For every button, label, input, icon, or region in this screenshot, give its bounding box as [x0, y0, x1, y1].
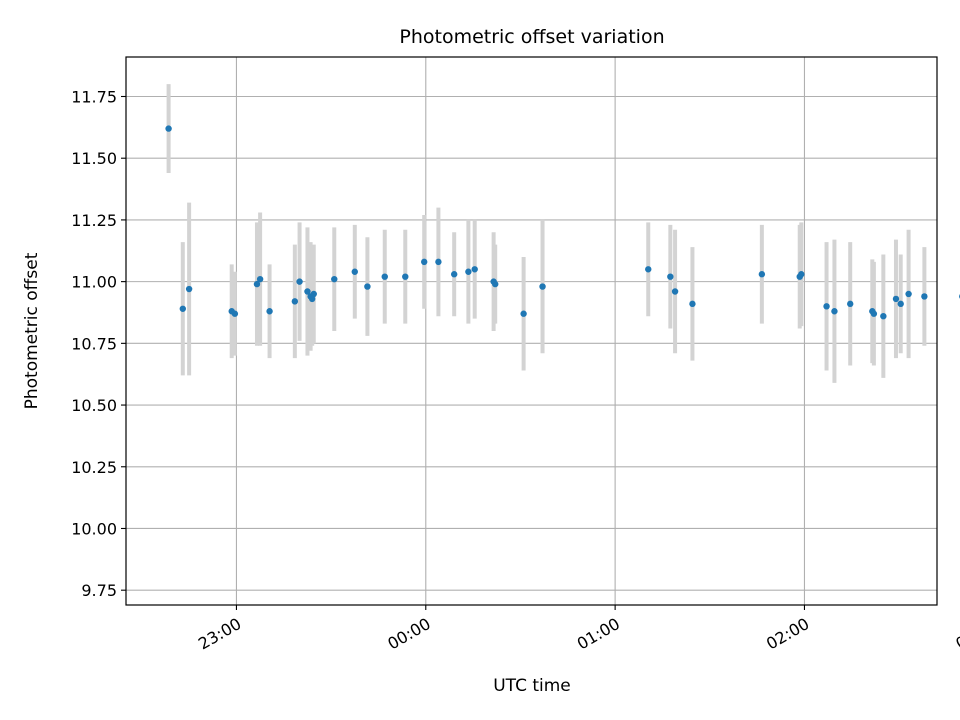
data-points [165, 125, 960, 320]
data-point [256, 275, 264, 283]
data-point [823, 303, 830, 310]
y-axis-ticks: 9.75 10.00 10.25 10.50 10.75 11.00 11.25 11.50 1… [71, 87, 126, 600]
data-point [435, 258, 442, 266]
data-point [539, 283, 546, 290]
data-point [402, 273, 409, 280]
data-point [831, 308, 838, 315]
data-point [185, 285, 193, 293]
data-point [381, 273, 388, 280]
data-point [471, 266, 478, 273]
y-tick-label: 11.75 [71, 87, 117, 106]
data-point [880, 312, 887, 320]
data-point [671, 288, 679, 295]
data-point [291, 298, 299, 305]
data-point [421, 258, 428, 266]
data-point [331, 275, 338, 283]
x-axis-label: UTC time [493, 676, 571, 696]
data-point [266, 308, 273, 315]
data-point [870, 310, 878, 317]
data-point [364, 283, 371, 290]
y-tick-label: 9.75 [81, 581, 117, 600]
data-point [450, 271, 458, 278]
data-point [253, 280, 261, 288]
data-point [308, 295, 316, 303]
y-tick-label: 10.75 [71, 334, 117, 353]
data-point [798, 271, 805, 278]
y-axis-label: Photometric offset [22, 252, 42, 409]
data-point [465, 268, 472, 275]
data-point [921, 293, 928, 300]
y-tick-label: 11.50 [71, 149, 117, 168]
data-point [310, 290, 317, 298]
y-tick-label: 10.25 [71, 458, 117, 477]
y-tick-label: 11.00 [71, 273, 117, 292]
data-point [897, 300, 904, 308]
x-tick-label: 03:00 [952, 614, 960, 654]
data-point [905, 290, 912, 298]
data-point [758, 271, 766, 278]
data-point [296, 278, 303, 285]
plot-frame [125, 56, 938, 606]
data-point [667, 273, 674, 280]
y-tick-label: 11.25 [71, 211, 117, 230]
data-point [847, 300, 854, 308]
data-point [645, 266, 652, 273]
y-tick-label: 10.50 [71, 396, 117, 415]
data-point [520, 310, 527, 317]
data-point [351, 268, 358, 275]
chart-title: Photometric offset variation [399, 26, 664, 48]
y-tick-label: 10.00 [71, 519, 117, 538]
data-point [689, 300, 696, 308]
data-point [179, 305, 187, 312]
data-point [231, 310, 239, 317]
data-point [892, 295, 900, 303]
data-point [165, 125, 172, 132]
data-point [304, 288, 311, 295]
data-point [492, 280, 499, 288]
